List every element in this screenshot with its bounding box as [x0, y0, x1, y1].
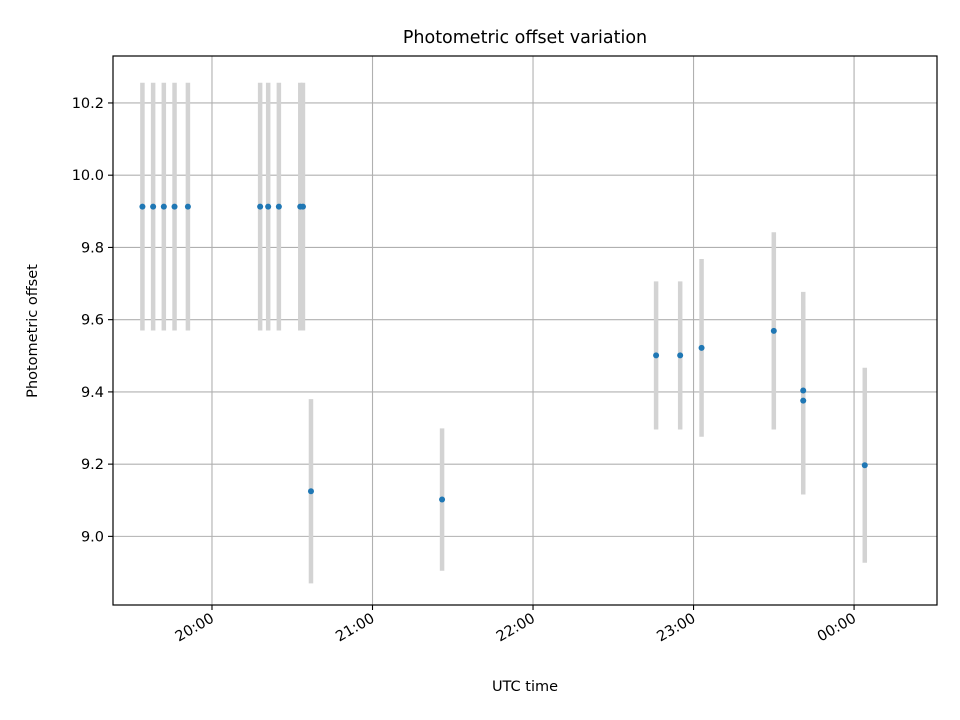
data-point [653, 352, 660, 359]
data-points [139, 203, 868, 503]
chart-title: Photometric offset variation [403, 28, 647, 48]
data-point [800, 397, 807, 404]
data-point [171, 203, 178, 210]
x-axis-label: UTC time [492, 679, 558, 695]
data-point [184, 203, 191, 210]
plot-area-frame [112, 55, 938, 606]
y-tick-label: 9.8 [81, 240, 104, 256]
data-point [800, 387, 807, 394]
y-tick-label: 9.0 [81, 529, 104, 545]
data-point [307, 488, 314, 495]
y-axis-ticks: 9.0 9.2 9.4 9.6 9.8 10.0 10.2 [72, 96, 113, 545]
y-axis-label: Photometric offset [25, 264, 41, 398]
data-point [439, 496, 446, 503]
data-point [150, 203, 157, 210]
data-point [770, 327, 777, 334]
y-tick-label: 9.2 [81, 457, 104, 473]
y-tick-label: 9.4 [81, 385, 104, 401]
grid [113, 56, 937, 605]
data-point [299, 203, 306, 210]
data-point [265, 203, 272, 210]
data-point [677, 352, 684, 359]
data-point [698, 344, 705, 351]
y-tick-label: 10.0 [72, 168, 104, 184]
data-point [139, 203, 146, 210]
data-point [160, 203, 167, 210]
data-point [861, 462, 868, 469]
data-point [257, 203, 264, 210]
y-tick-label: 10.2 [72, 96, 104, 112]
data-point [275, 203, 282, 210]
y-tick-label: 9.6 [81, 313, 104, 329]
